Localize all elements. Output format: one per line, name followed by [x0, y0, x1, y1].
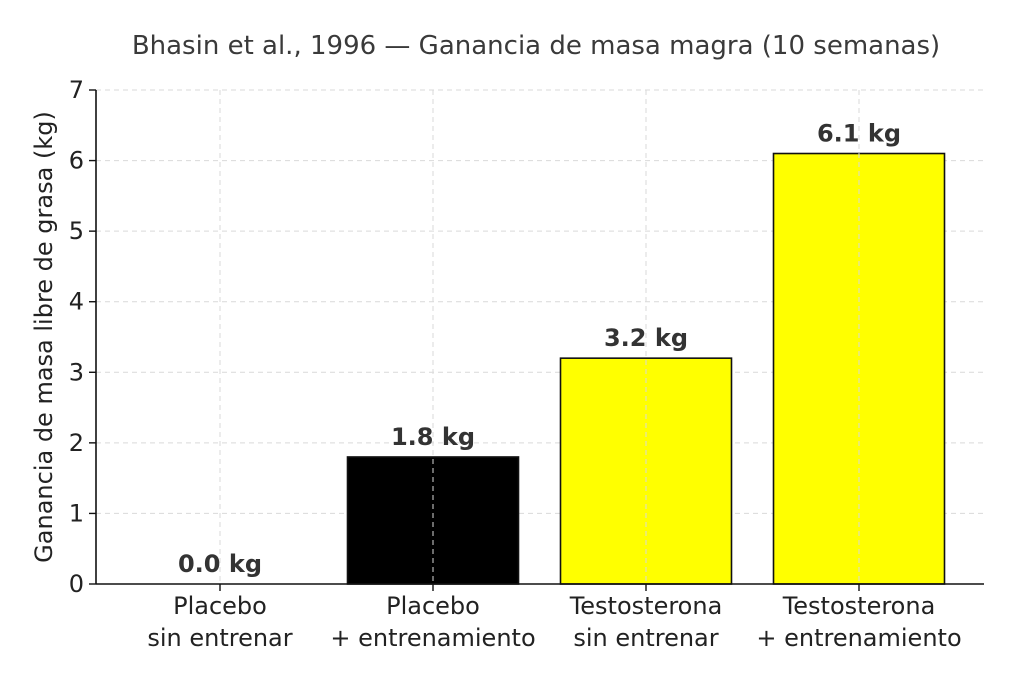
- data-label: 1.8 kg: [391, 423, 475, 451]
- y-tick-label: 5: [69, 217, 84, 245]
- y-tick-label: 2: [69, 429, 84, 457]
- y-tick-label: 6: [69, 147, 84, 175]
- x-tick-label: Testosterona: [782, 592, 936, 620]
- x-tick-label: sin entrenar: [573, 624, 718, 652]
- y-tick-label: 0: [69, 570, 84, 598]
- y-axis-label: Ganancia de masa libre de grasa (kg): [30, 111, 58, 563]
- x-tick-label: Testosterona: [569, 592, 723, 620]
- x-tick-label: Placebo: [173, 592, 267, 620]
- y-tick-label: 3: [69, 358, 84, 386]
- chart-title: Bhasin et al., 1996 — Ganancia de masa m…: [132, 31, 940, 61]
- data-label: 0.0 kg: [178, 550, 262, 578]
- y-tick-label: 1: [69, 499, 84, 527]
- bar: [346, 456, 520, 585]
- x-tick-label: + entrenamiento: [330, 624, 535, 652]
- x-tick-label: + entrenamiento: [756, 624, 961, 652]
- data-label: 6.1 kg: [817, 120, 901, 148]
- y-tick-label: 4: [69, 288, 84, 316]
- grid-layer: [96, 89, 984, 514]
- x-tick-label: Placebo: [386, 592, 480, 620]
- label-layer: 0.0 kg 1.8 kg 3.2 kg 6.1 kg: [178, 120, 901, 578]
- y-tick-label: 7: [69, 76, 84, 104]
- axis-layer: 0 1 2 3 4 5 6 7 Placebo sin entrenar Placebo + entr…: [69, 76, 984, 652]
- data-label: 3.2 kg: [604, 324, 688, 352]
- x-tick-label: sin entrenar: [147, 624, 292, 652]
